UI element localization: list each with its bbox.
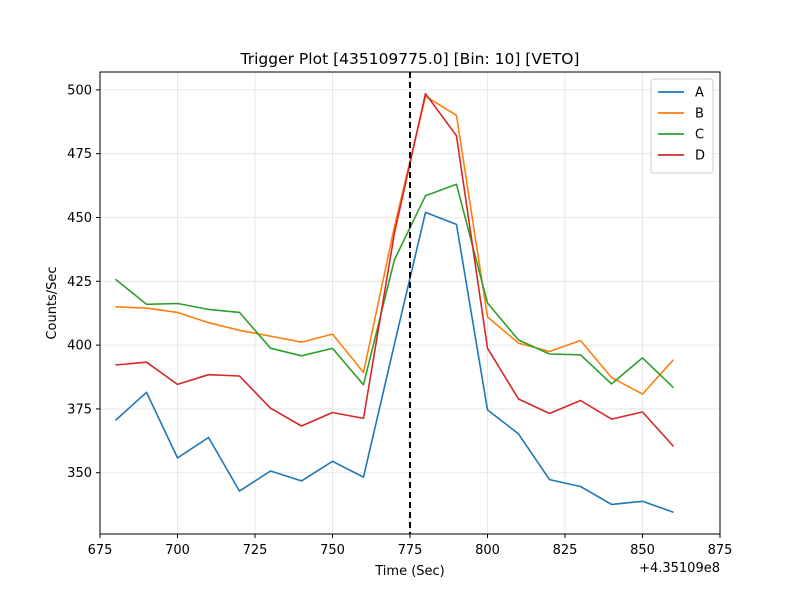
x-tick-label: 725	[243, 543, 268, 558]
y-tick-label: 375	[67, 402, 92, 417]
chart-title: Trigger Plot [435109775.0] [Bin: 10] [VE…	[240, 50, 580, 68]
y-tick-label: 450	[67, 211, 92, 226]
series-line-a	[114, 211, 674, 514]
y-tick-label: 400	[67, 339, 92, 354]
y-tick-label: 475	[67, 147, 92, 162]
y-tick-label: 425	[67, 275, 92, 290]
y-axis-label: Counts/Sec	[45, 266, 60, 339]
x-tick-label: 875	[708, 543, 733, 558]
x-tick-label: 750	[320, 543, 345, 558]
x-axis-offset-label: +4.35109e8	[639, 561, 720, 576]
x-tick-label: 825	[553, 543, 578, 558]
series-line-c	[114, 183, 675, 389]
x-axis-ticks: 675 700 725 750 775 800 825 850 875	[88, 534, 733, 558]
y-axis-ticks: 350 375 400 425 450 475 500	[67, 83, 100, 481]
legend-label-d: D	[695, 149, 705, 164]
series-lines	[114, 92, 675, 514]
x-tick-label: 800	[475, 543, 500, 558]
x-tick-label: 775	[398, 543, 423, 558]
x-tick-label: 675	[88, 543, 113, 558]
legend-label-b: B	[695, 107, 704, 122]
x-axis-label: Time (Sec)	[374, 564, 445, 579]
x-tick-label: 850	[630, 543, 655, 558]
y-tick-label: 500	[67, 83, 92, 98]
legend-label-a: A	[695, 86, 704, 101]
y-tick-label: 350	[67, 466, 92, 481]
legend-box	[650, 78, 714, 174]
series-line-d	[115, 92, 675, 447]
x-tick-label: 700	[165, 543, 190, 558]
legend-label-c: C	[695, 128, 704, 143]
series-line-b	[115, 95, 675, 395]
